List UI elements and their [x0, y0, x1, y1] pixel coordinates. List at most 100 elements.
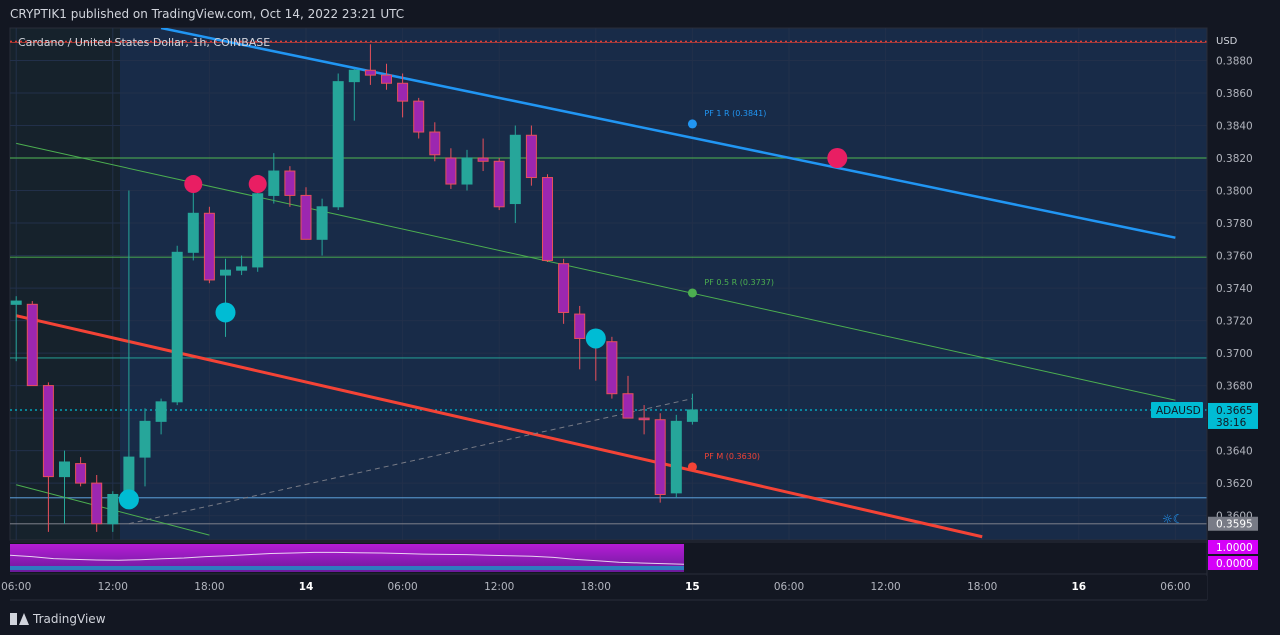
candle-body [26, 303, 38, 387]
candle-body [187, 212, 199, 253]
candle-body [123, 456, 135, 495]
price-tick: 0.3700 [1216, 348, 1253, 360]
chart-pane [10, 28, 1207, 540]
candle-body [220, 269, 231, 276]
candle [236, 255, 248, 276]
candle [155, 398, 167, 435]
candle-body [686, 409, 698, 422]
price-tag [1208, 402, 1258, 429]
tradingview-logo-icon [10, 613, 29, 625]
candle-body [445, 157, 457, 185]
price-tick: 0.3840 [1216, 121, 1253, 133]
indicator-tag-value: 0.0000 [1216, 558, 1253, 570]
pivot-label: PF 1 R (0.3841) [704, 109, 766, 118]
candle-body [316, 206, 328, 240]
time-axis [10, 576, 1207, 600]
candle [348, 68, 360, 121]
candle [622, 375, 634, 419]
time-tick: 18:00 [967, 581, 997, 593]
signal-marker [184, 175, 203, 194]
publish-info: CRYPTIK1 published on TradingView.com, O… [10, 7, 405, 21]
time-tick: 06:00 [387, 581, 417, 593]
candle-body [654, 419, 666, 495]
candle-body [542, 177, 553, 261]
price-tick: 0.3620 [1216, 478, 1253, 490]
candle [670, 414, 682, 498]
candle [413, 97, 425, 139]
candle-body [574, 313, 586, 339]
candle [525, 125, 537, 186]
price-chart[interactable]: PF 1 R (0.3841) PF 0.5 R (0.3737) PF M (0.… [0, 0, 1280, 604]
candle [171, 245, 183, 406]
price-tick: 0.3800 [1216, 186, 1253, 198]
candle [300, 187, 312, 240]
countdown-value: 38:16 [1216, 417, 1247, 429]
candle [268, 153, 280, 204]
candle-body [171, 251, 183, 403]
candle [429, 122, 441, 162]
symbol-title: Cardano / United States Dollar, 1h, COIN… [18, 36, 270, 49]
price-axis [1207, 28, 1280, 576]
candle-body [509, 134, 521, 205]
candle [364, 44, 376, 85]
tradingview-logo[interactable]: TradingView [10, 612, 106, 626]
candle [606, 336, 618, 399]
candle [381, 63, 392, 90]
candle-body [493, 160, 505, 208]
candle [686, 393, 698, 425]
pivot-dot [687, 462, 697, 472]
candle [10, 296, 22, 362]
candle-body [59, 461, 70, 478]
candle [91, 474, 103, 532]
candle-body [268, 170, 280, 196]
price-tag [1208, 516, 1258, 531]
time-tick: 15 [685, 581, 700, 593]
pivot-dot [687, 288, 697, 298]
candle [493, 158, 505, 211]
candle-body [284, 170, 296, 196]
trend-line-projection [128, 398, 693, 525]
candle-body [606, 341, 618, 395]
time-tick: 06:00 [1, 581, 31, 593]
candle-body [139, 420, 151, 458]
tradingview-brand: TradingView [33, 612, 106, 626]
candle [542, 174, 553, 263]
candle-body [332, 81, 344, 208]
candle-body [252, 193, 264, 268]
signal-marker [248, 175, 267, 194]
time-tick: 06:00 [1160, 581, 1190, 593]
currency-label: USD [1216, 36, 1238, 47]
candle [59, 450, 70, 524]
candle [284, 166, 296, 207]
indicator-tag-value: 1.0000 [1216, 542, 1253, 554]
candle-body [10, 300, 22, 305]
candle [509, 125, 521, 224]
price-tick: 0.3860 [1216, 88, 1253, 100]
candle [397, 73, 409, 118]
oscillator-baseline [10, 566, 684, 570]
time-tick: 12:00 [98, 581, 128, 593]
candle [187, 190, 199, 261]
candle [42, 382, 54, 532]
candle-body [670, 420, 682, 494]
time-tick: 06:00 [774, 581, 804, 593]
candle [654, 413, 666, 503]
candle [445, 148, 457, 189]
candle-body [348, 69, 360, 83]
price-tick: 0.3820 [1216, 153, 1253, 165]
symbol-tag-label: ADAUSD [1156, 405, 1201, 417]
candle [252, 184, 264, 272]
time-tick: 16 [1071, 581, 1086, 593]
candle [107, 491, 119, 532]
time-tick: 14 [299, 581, 314, 593]
candle-body [477, 157, 489, 162]
oscillator-line [9, 551, 685, 565]
price-tick: 0.3760 [1216, 251, 1253, 263]
footer-bar: TradingView [0, 604, 1280, 635]
candle-body [381, 74, 392, 84]
candle [638, 405, 650, 435]
candle [558, 258, 570, 324]
time-tick: 18:00 [581, 581, 611, 593]
pivot-dot [687, 119, 697, 129]
candle [316, 198, 328, 256]
